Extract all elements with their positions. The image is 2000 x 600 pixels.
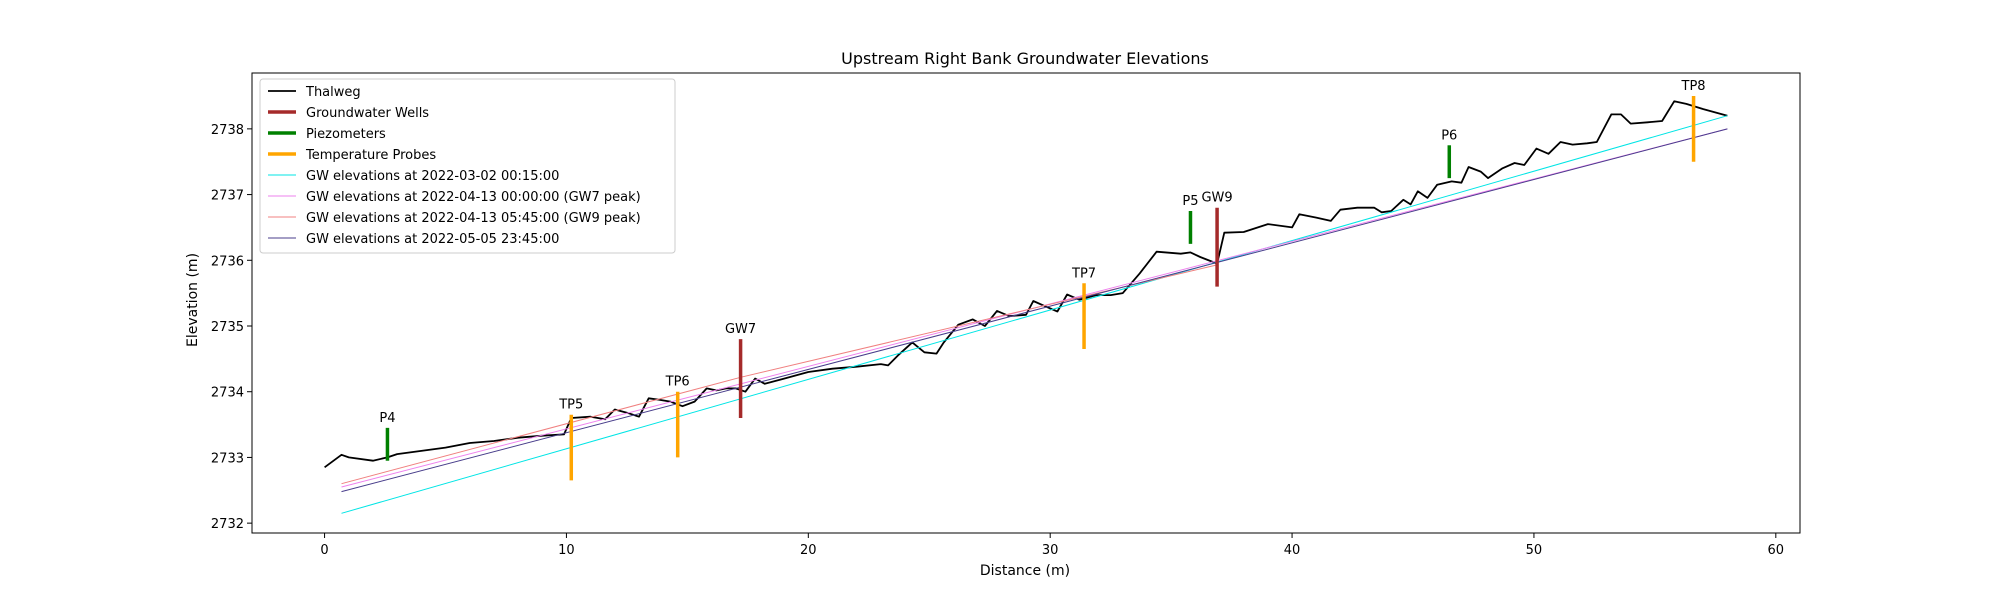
instrument-label-p6: P6 bbox=[1441, 128, 1457, 143]
legend: Thalweg Groundwater Wells Piezometers Tempe… bbox=[259, 78, 676, 254]
x-tick-label: 50 bbox=[1526, 543, 1543, 558]
instrument-label-gw9: GW9 bbox=[1201, 191, 1232, 206]
instrument-label-tp5: TP5 bbox=[558, 398, 583, 413]
legend-label: GW elevations at 2022-05-05 23:45:00 bbox=[306, 232, 559, 247]
legend-label: GW elevations at 2022-04-13 05:45:00 (GW… bbox=[306, 211, 641, 226]
axes: 0 10 20 30 40 50 60 2732 2733 2734 2735 2736 2737 273… bbox=[211, 72, 1801, 558]
instrument-label-tp8: TP8 bbox=[1681, 79, 1706, 94]
legend-label: Groundwater Wells bbox=[306, 106, 429, 121]
y-tick-label: 2732 bbox=[211, 517, 244, 532]
y-tick-label: 2736 bbox=[211, 254, 244, 269]
x-tick-label: 30 bbox=[1042, 543, 1059, 558]
instrument-label-gw7: GW7 bbox=[725, 322, 756, 337]
x-tick-label: 40 bbox=[1284, 543, 1301, 558]
instrument-label-tp7: TP7 bbox=[1071, 266, 1096, 281]
plot-data-group bbox=[324, 96, 1728, 514]
x-axis-label: Distance (m) bbox=[980, 563, 1070, 579]
y-tick-label: 2737 bbox=[211, 189, 244, 204]
y-tick-label: 2733 bbox=[211, 451, 244, 466]
y-tick-label: 2734 bbox=[211, 386, 244, 401]
plot-area: P4 TP5 TP6 GW7 TP7 P5 GW9 P6 TP8 bbox=[324, 79, 1728, 514]
y-tick-label: 2735 bbox=[211, 320, 244, 335]
x-tick-label: 20 bbox=[800, 543, 817, 558]
legend-label: Temperature Probes bbox=[305, 148, 436, 163]
instrument-label-p5: P5 bbox=[1182, 194, 1198, 209]
instrument-label-tp6: TP6 bbox=[665, 375, 690, 390]
y-axis-label: Elevation (m) bbox=[185, 253, 201, 347]
chart-title: Upstream Right Bank Groundwater Elevatio… bbox=[841, 49, 1209, 68]
x-tick-label: 0 bbox=[320, 543, 328, 558]
y-tick-label: 2738 bbox=[211, 123, 244, 138]
x-tick-label: 60 bbox=[1768, 543, 1785, 558]
legend-label: Piezometers bbox=[306, 127, 386, 142]
x-tick-label: 10 bbox=[558, 543, 575, 558]
instrument-label-p4: P4 bbox=[379, 411, 395, 426]
legend-label: Thalweg bbox=[305, 85, 361, 100]
legend-label: GW elevations at 2022-03-02 00:15:00 bbox=[306, 169, 559, 184]
axes-frame bbox=[251, 72, 1801, 534]
legend-box bbox=[259, 78, 676, 254]
legend-label: GW elevations at 2022-04-13 00:00:00 (GW… bbox=[306, 190, 641, 205]
